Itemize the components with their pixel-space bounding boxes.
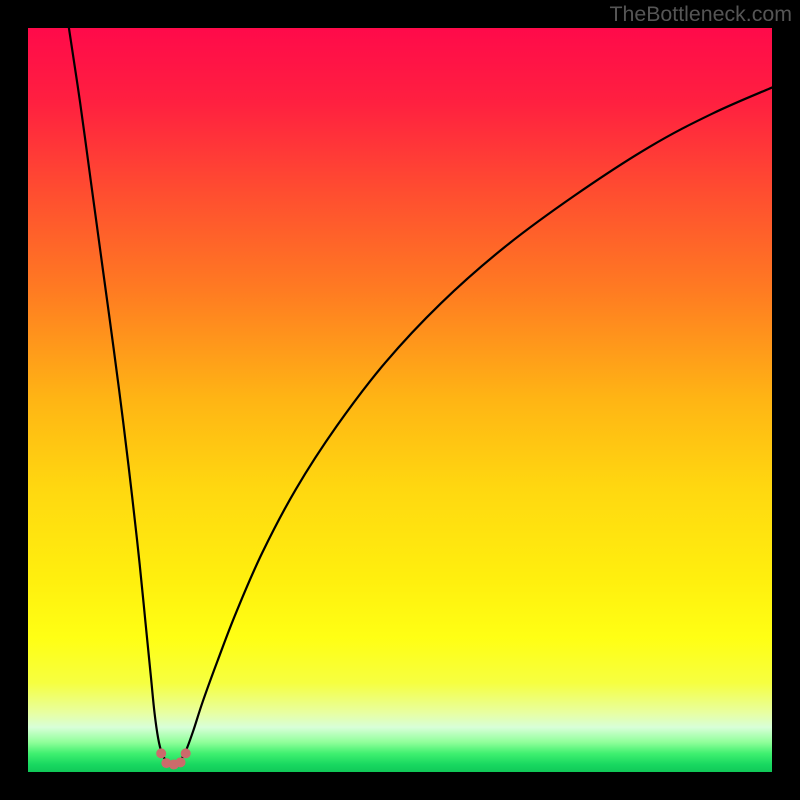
left-curve (69, 28, 166, 762)
curve-layer (28, 28, 772, 772)
cusp-markers (156, 748, 191, 769)
watermark-text: TheBottleneck.com (609, 2, 792, 27)
plot-area (28, 28, 772, 772)
cusp-marker (156, 748, 166, 758)
chart-container: TheBottleneck.com (0, 0, 800, 800)
right-curve (180, 88, 772, 762)
cusp-marker (176, 757, 186, 767)
cusp-marker (181, 748, 191, 758)
